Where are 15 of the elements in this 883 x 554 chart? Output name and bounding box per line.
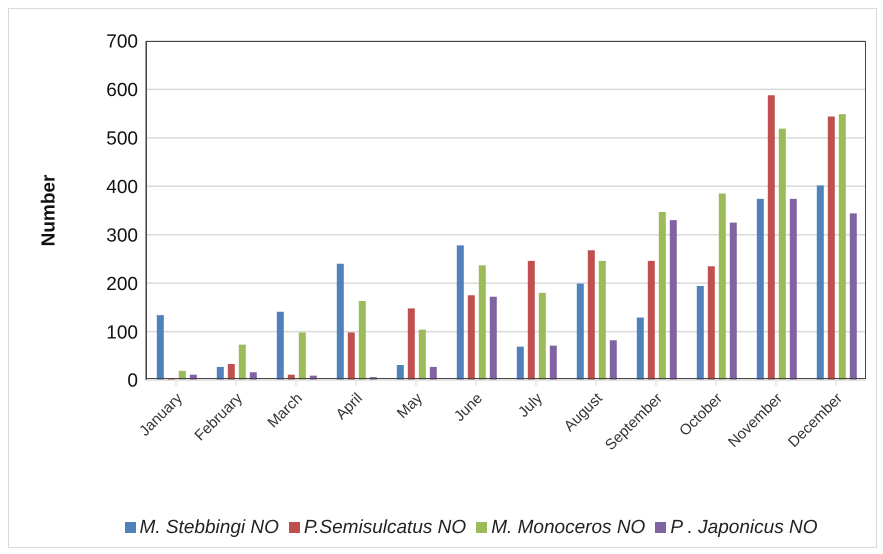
y-tick-label: 100 [106,322,138,344]
legend-label: M. Monoceros NO [491,517,646,538]
x-tick-label: July [515,390,546,421]
legend-label: P . Japonicus NO [670,517,818,538]
y-tick-label: 300 [106,225,138,246]
y-tick-label: 400 [106,177,138,198]
y-tick-label: 600 [106,80,138,102]
y-axis-title: Number [38,174,60,246]
y-tick-label: 500 [106,128,138,150]
legend-label: P.Semisulcatus NO [304,517,466,538]
y-tick-label: 0 [127,370,138,392]
legend-label: M. Stebbingi NO [140,517,279,538]
y-tick-label: 200 [106,274,138,295]
y-tick-label: 700 [106,32,138,53]
x-tick-label: May [394,390,426,422]
